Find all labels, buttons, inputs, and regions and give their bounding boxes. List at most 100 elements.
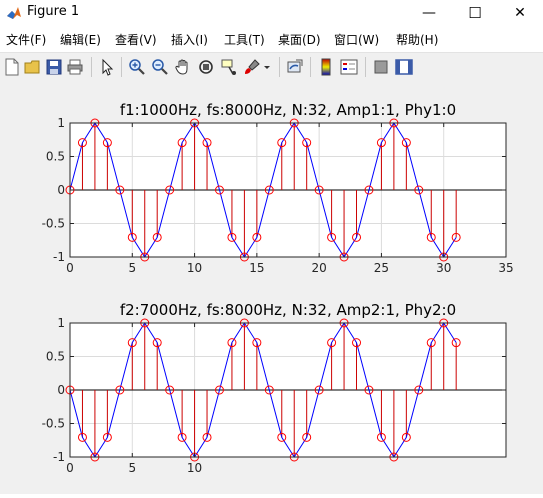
x-tick-label: 0 [66, 461, 74, 475]
plot-title: f1:1000Hz, fs:8000Hz, N:32, Amp1:1, Phy1… [120, 101, 456, 119]
brush-icon[interactable] [243, 58, 261, 76]
stem-marker [364, 185, 374, 195]
menu-file[interactable]: 文件(F) [6, 33, 47, 47]
y-tick-label: 0.5 [46, 350, 65, 364]
maximize-button[interactable]: ☐ [452, 0, 498, 26]
colorbar-icon[interactable] [317, 58, 335, 76]
stem-marker [264, 385, 274, 395]
stem-marker [252, 232, 262, 242]
stem-marker [327, 232, 337, 242]
stem-marker [451, 232, 461, 242]
stem-marker [165, 385, 175, 395]
new-figure-icon[interactable] [3, 58, 21, 76]
stem-marker [227, 232, 237, 242]
stem-marker [115, 185, 125, 195]
print-icon[interactable] [66, 58, 84, 76]
stem-marker [102, 138, 112, 148]
link-plot-icon[interactable] [286, 58, 304, 76]
menu-bar: 文件(F) 编辑(E) 查看(V) 插入(I) 工具(T) 桌面(D) 窗口(W… [0, 27, 543, 51]
brush-dropdown-icon[interactable] [262, 58, 272, 76]
x-tick-label: 15 [249, 261, 264, 275]
stem-marker [165, 185, 175, 195]
toolbar-separator [121, 57, 122, 77]
toolbar-separator [310, 57, 311, 77]
y-tick-label: 0 [57, 183, 65, 197]
stem-marker [102, 432, 112, 442]
stem-marker [264, 185, 274, 195]
x-tick-label: 20 [312, 261, 327, 275]
menu-edit[interactable]: 编辑(E) [60, 33, 101, 47]
stem-marker [77, 138, 87, 148]
menu-window[interactable]: 窗口(W) [334, 33, 380, 47]
matlab-logo-icon [7, 7, 21, 19]
x-tick-label: 10 [187, 261, 202, 275]
stem-marker [414, 185, 424, 195]
stem-marker [277, 432, 287, 442]
toolbar-separator [279, 57, 280, 77]
data-cursor-icon[interactable] [220, 58, 238, 76]
toolbar-separator [91, 57, 92, 77]
close-button[interactable]: ✕ [497, 0, 543, 26]
y-tick-label: -0.5 [42, 217, 65, 231]
menu-tools[interactable]: 工具(T) [224, 33, 265, 47]
stem-marker [327, 338, 337, 348]
y-tick-label: 0 [57, 383, 65, 397]
stem-marker [214, 185, 224, 195]
y-tick-label: -0.5 [42, 417, 65, 431]
stem-marker [414, 385, 424, 395]
show-plot-tools-icon[interactable] [395, 58, 413, 76]
stem-marker [202, 432, 212, 442]
stem-marker [376, 432, 386, 442]
stem-marker [252, 338, 262, 348]
x-tick-label: 5 [128, 461, 136, 475]
maximize-icon: ☐ [468, 4, 482, 22]
stem-marker [451, 338, 461, 348]
stem-marker [177, 432, 187, 442]
stem-marker [127, 232, 137, 242]
stem-marker [401, 432, 411, 442]
pointer-icon[interactable] [98, 58, 116, 76]
window-title: Figure 1 [27, 4, 80, 19]
stem-marker [401, 138, 411, 148]
menu-desktop[interactable]: 桌面(D) [278, 33, 321, 47]
toolbar [0, 52, 543, 82]
stem-marker [127, 338, 137, 348]
y-tick-label: -1 [53, 450, 65, 464]
stem-marker [364, 385, 374, 395]
y-tick-label: 1 [57, 316, 65, 330]
menu-insert[interactable]: 插入(I) [171, 33, 208, 47]
stem-marker [426, 232, 436, 242]
toolbar-separator [365, 57, 366, 77]
minimize-icon: — [422, 5, 436, 21]
hide-plot-tools-icon[interactable] [372, 58, 390, 76]
stem-marker [302, 432, 312, 442]
title-bar: Figure 1 — ☐ ✕ [0, 0, 543, 26]
save-icon[interactable] [45, 58, 63, 76]
stem-marker [152, 338, 162, 348]
menu-view[interactable]: 查看(V) [115, 33, 157, 47]
stem-marker [302, 138, 312, 148]
zoom-in-icon[interactable] [128, 58, 146, 76]
open-file-icon[interactable] [24, 58, 42, 76]
stem-marker [352, 338, 362, 348]
zoom-out-icon[interactable] [151, 58, 169, 76]
close-icon: ✕ [514, 5, 526, 21]
x-tick-label: 25 [374, 261, 389, 275]
stem-marker [376, 138, 386, 148]
plot-title: f2:7000Hz, fs:8000Hz, N:32, Amp2:1, Phy2… [120, 301, 456, 319]
pan-icon[interactable] [174, 58, 192, 76]
stem-marker [115, 385, 125, 395]
stem-marker [202, 138, 212, 148]
x-tick-label: 10 [187, 461, 202, 475]
rotate-3d-icon[interactable] [197, 58, 215, 76]
y-tick-label: -1 [53, 250, 65, 264]
legend-icon[interactable] [340, 58, 358, 76]
stem-marker [426, 338, 436, 348]
stem-marker [277, 138, 287, 148]
menu-help[interactable]: 帮助(H) [396, 33, 439, 47]
x-tick-label: 35 [498, 261, 513, 275]
minimize-button[interactable]: — [406, 0, 452, 26]
stem-marker [227, 338, 237, 348]
stem-marker [314, 385, 324, 395]
